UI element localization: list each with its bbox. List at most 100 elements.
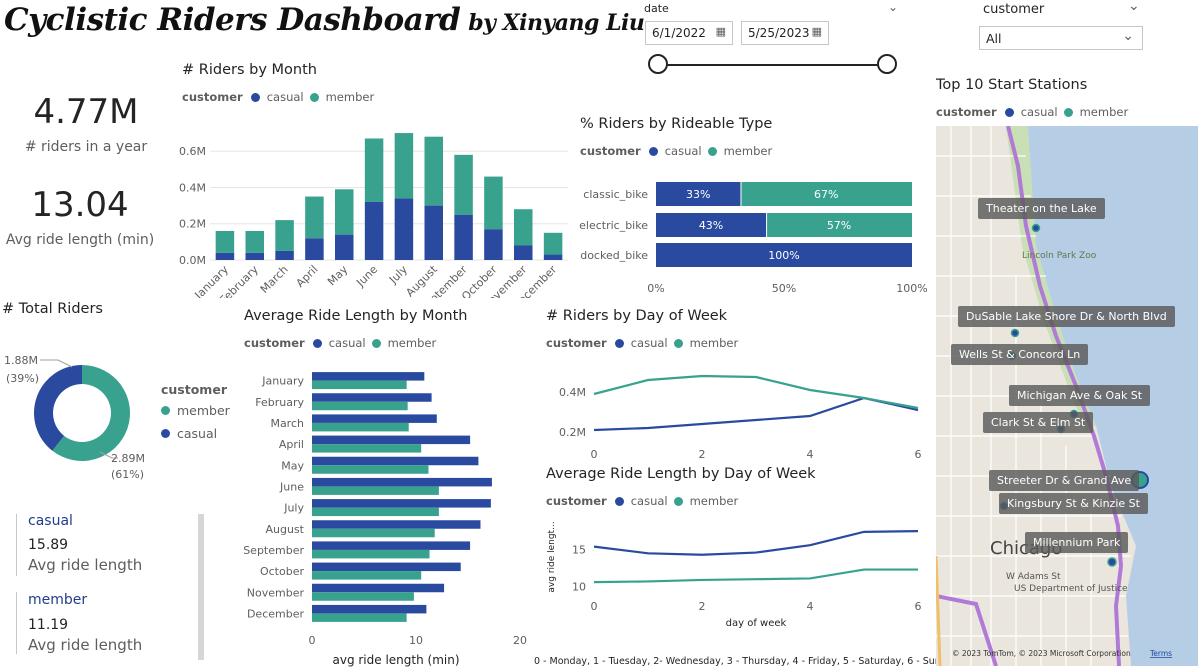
bar-casual[interactable] <box>312 520 481 529</box>
date-slider-track[interactable] <box>660 64 888 66</box>
station-label-wells-concord[interactable]: Wells St & Concord Ln <box>951 344 1089 365</box>
customer-dropdown[interactable]: All ⌄ <box>979 26 1143 50</box>
map-view[interactable]: Chicago Lincoln Park Zoo W Adams St US D… <box>936 126 1198 666</box>
bar-member[interactable] <box>394 133 414 199</box>
bar-casual[interactable] <box>312 604 427 614</box>
bar-casual[interactable] <box>656 182 741 206</box>
bar-member[interactable] <box>305 196 324 239</box>
bar-casual[interactable] <box>656 213 767 237</box>
bar-casual[interactable] <box>312 477 492 487</box>
bar-member[interactable] <box>741 182 912 206</box>
bar-member[interactable] <box>312 401 408 411</box>
legend-member-label[interactable]: member <box>723 144 773 158</box>
station-label-kingsbury-kinzie[interactable]: Kingsbury St & Kinzie St <box>999 493 1148 514</box>
bar-casual[interactable] <box>656 243 912 267</box>
bar-casual[interactable] <box>245 252 264 260</box>
bar-member[interactable] <box>312 380 407 390</box>
map-terms-link[interactable]: Terms <box>1149 649 1172 658</box>
bar-member[interactable] <box>245 230 264 253</box>
bar-member[interactable] <box>335 189 354 235</box>
bar-member[interactable] <box>312 465 429 474</box>
bar-casual[interactable] <box>424 205 443 260</box>
bar-member[interactable] <box>514 209 533 246</box>
date-filter-chevron-icon[interactable]: ⌄ <box>888 0 899 14</box>
bar-casual[interactable] <box>454 214 473 260</box>
bar-member[interactable] <box>543 232 563 255</box>
bar-member[interactable] <box>312 486 439 495</box>
bar-member[interactable] <box>312 549 430 559</box>
customer-filter-chevron-icon[interactable]: ⌄ <box>1128 0 1140 14</box>
start-date-input[interactable]: 6/1/2022 ▦ <box>645 21 733 45</box>
cards-scrollbar[interactable] <box>198 514 204 660</box>
bar-casual[interactable] <box>312 562 461 572</box>
date-slider-start-handle[interactable] <box>648 54 668 74</box>
bar-casual[interactable] <box>312 456 479 466</box>
legend-member-label[interactable]: member <box>1079 105 1129 119</box>
avg-kpi-label: Avg ride length (min) <box>5 232 155 248</box>
legend-member-label[interactable]: member <box>387 336 437 350</box>
bar-casual[interactable] <box>514 245 533 260</box>
riders-by-month-title: # Riders by Month <box>182 62 317 78</box>
station-label-clark-elm[interactable]: Clark St & Elm St <box>983 412 1094 433</box>
bar-casual[interactable] <box>312 372 425 381</box>
station-label-theater-on-the-lake[interactable]: Theater on the Lake <box>978 198 1105 219</box>
bar-casual[interactable] <box>275 250 294 260</box>
bar-member[interactable] <box>454 154 473 215</box>
calendar-icon[interactable]: ▦ <box>715 25 726 38</box>
donut-legend-casual[interactable]: casual <box>161 426 217 441</box>
donut-slice-member[interactable] <box>52 365 130 461</box>
bar-casual[interactable] <box>312 435 471 445</box>
bar-casual[interactable] <box>312 414 437 423</box>
bar-member[interactable] <box>312 613 407 622</box>
bar-member[interactable] <box>312 528 435 538</box>
station-marker[interactable] <box>1031 223 1041 233</box>
legend-casual-label[interactable]: casual <box>630 494 668 508</box>
station-label-millennium-park[interactable]: Millennium Park <box>1025 532 1129 553</box>
bar-member[interactable] <box>312 571 422 580</box>
station-marker[interactable] <box>1010 328 1020 338</box>
legend-member-label[interactable]: member <box>689 336 739 350</box>
y-tick-label: classic_bike <box>583 188 648 201</box>
donut-legend-member[interactable]: member <box>161 403 230 418</box>
bar-member[interactable] <box>484 176 503 230</box>
bar-member[interactable] <box>312 422 409 432</box>
legend-member-label[interactable]: member <box>689 494 739 508</box>
bar-casual[interactable] <box>484 229 503 260</box>
bar-casual[interactable] <box>543 254 563 260</box>
date-slider-end-handle[interactable] <box>877 54 897 74</box>
bar-casual[interactable] <box>312 541 471 550</box>
casual-card-value: 15.89 <box>28 537 69 553</box>
bar-member[interactable] <box>312 507 439 517</box>
bar-casual[interactable] <box>305 238 324 260</box>
bar-member[interactable] <box>767 213 912 237</box>
legend-casual-label[interactable]: casual <box>328 336 366 350</box>
start-date-value: 6/1/2022 <box>652 26 706 40</box>
legend-casual-label[interactable]: casual <box>664 144 702 158</box>
bar-member[interactable] <box>364 138 384 202</box>
bar-casual[interactable] <box>364 201 384 260</box>
bar-casual[interactable] <box>312 393 432 402</box>
bar-member[interactable] <box>215 230 235 253</box>
legend-casual-label[interactable]: casual <box>630 336 668 350</box>
legend-casual-label[interactable]: casual <box>1020 105 1058 119</box>
bar-casual[interactable] <box>312 583 445 593</box>
station-marker[interactable] <box>1107 557 1117 567</box>
bar-member[interactable] <box>312 444 422 453</box>
bar-member[interactable] <box>275 220 294 251</box>
bar-casual[interactable] <box>394 198 414 260</box>
bar-casual[interactable] <box>312 499 491 508</box>
legend-member-label[interactable]: member <box>325 90 375 104</box>
bar-casual[interactable] <box>335 234 354 260</box>
bar-casual[interactable] <box>215 252 235 260</box>
station-label-michigan-oak[interactable]: Michigan Ave & Oak St <box>1009 385 1151 406</box>
bar-member[interactable] <box>424 136 443 206</box>
calendar-icon[interactable]: ▦ <box>811 25 822 38</box>
donut-slice-casual[interactable] <box>33 365 82 451</box>
station-label-streeter-grand[interactable]: Streeter Dr & Grand Ave <box>989 470 1140 491</box>
station-label-dusable-lake-shore[interactable]: DuSable Lake Shore Dr & North Blvd <box>958 306 1175 327</box>
bar-member[interactable] <box>312 592 414 601</box>
line-casual <box>593 530 919 556</box>
legend-title: customer <box>244 336 305 350</box>
legend-casual-label[interactable]: casual <box>266 90 304 104</box>
end-date-input[interactable]: 5/25/2023 ▦ <box>741 21 829 45</box>
